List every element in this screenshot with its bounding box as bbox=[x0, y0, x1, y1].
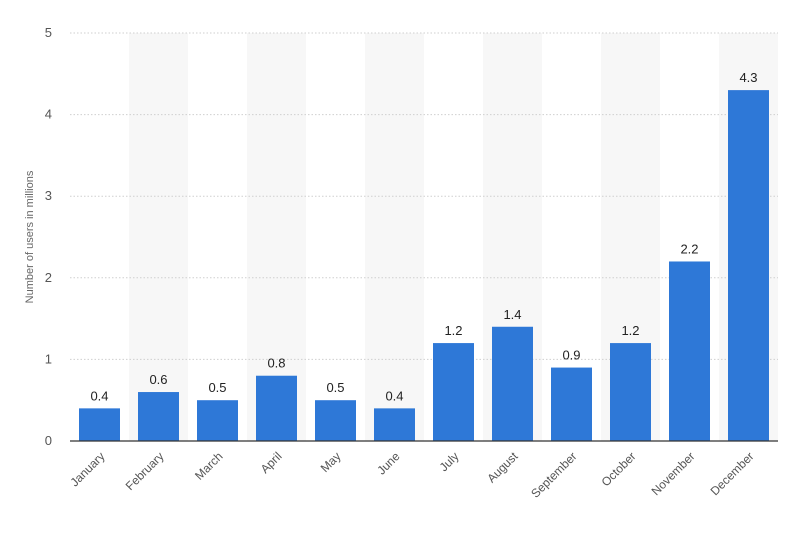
y-axis-label: Number of users in millions bbox=[24, 170, 36, 303]
x-axis-ticks: January February March April May June July Augu… bbox=[68, 449, 757, 501]
bars bbox=[79, 90, 769, 442]
data-label-october: 1.2 bbox=[621, 323, 639, 338]
y-tick-label: 0 bbox=[45, 433, 52, 448]
bar-november bbox=[669, 261, 710, 441]
data-label-september: 0.9 bbox=[562, 348, 580, 363]
background-band bbox=[247, 33, 306, 441]
bar-september bbox=[551, 367, 592, 441]
y-axis-ticks: 0 1 2 3 4 5 bbox=[45, 25, 52, 448]
data-label-july: 1.2 bbox=[444, 323, 462, 338]
data-label-february: 0.6 bbox=[149, 372, 167, 387]
bar-december bbox=[728, 90, 769, 442]
x-tick-label-april: April bbox=[258, 449, 285, 476]
bar-may bbox=[315, 400, 356, 441]
bar-april bbox=[256, 375, 297, 441]
x-tick-label-february: February bbox=[123, 449, 167, 493]
bar-june bbox=[374, 408, 415, 441]
y-tick-label: 1 bbox=[45, 351, 52, 366]
data-label-august: 1.4 bbox=[503, 307, 521, 322]
bar-february bbox=[138, 392, 179, 441]
data-labels: 0.4 0.6 0.5 0.8 0.5 0.4 1.2 1.4 0.9 1.2 2.2 4.3 bbox=[90, 70, 757, 403]
x-tick-label-september: September bbox=[528, 449, 579, 500]
data-label-november: 2.2 bbox=[680, 241, 698, 256]
bar-october bbox=[610, 343, 651, 441]
bar-august bbox=[492, 326, 533, 441]
data-label-march: 0.5 bbox=[208, 380, 226, 395]
x-tick-label-march: March bbox=[192, 449, 225, 482]
y-tick-label: 3 bbox=[45, 188, 52, 203]
data-label-january: 0.4 bbox=[90, 388, 108, 403]
grid-lines bbox=[70, 32, 778, 360]
x-tick-label-november: November bbox=[649, 449, 698, 498]
data-label-june: 0.4 bbox=[385, 388, 403, 403]
x-tick-label-june: June bbox=[374, 449, 403, 478]
x-tick-label-january: January bbox=[68, 449, 108, 489]
y-tick-label: 2 bbox=[45, 270, 52, 285]
data-label-december: 4.3 bbox=[739, 70, 757, 85]
x-tick-label-may: May bbox=[318, 449, 344, 475]
y-tick-label: 4 bbox=[45, 107, 52, 122]
x-tick-label-december: December bbox=[708, 449, 757, 498]
bar-january bbox=[79, 408, 120, 441]
x-tick-label-august: August bbox=[484, 449, 521, 486]
data-label-april: 0.8 bbox=[267, 356, 285, 371]
y-tick-label: 5 bbox=[45, 25, 52, 40]
bar-july bbox=[433, 343, 474, 441]
bar-march bbox=[197, 400, 238, 441]
background-band bbox=[365, 33, 424, 441]
data-label-may: 0.5 bbox=[326, 380, 344, 395]
x-tick-label-october: October bbox=[599, 449, 639, 489]
x-tick-label-july: July bbox=[437, 449, 462, 474]
background-band bbox=[129, 33, 188, 441]
